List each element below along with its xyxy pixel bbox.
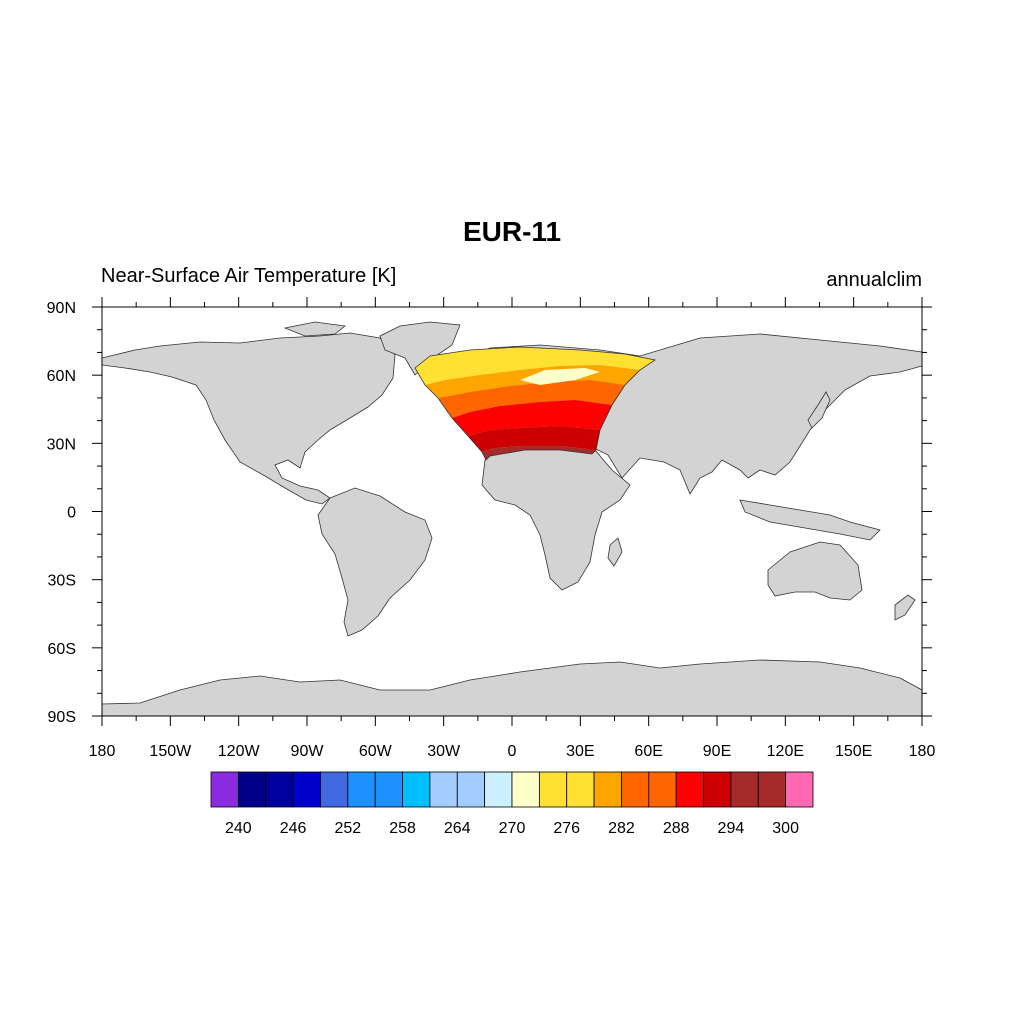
lon-tick-label: 30W — [427, 743, 461, 760]
eur11-domain — [414, 346, 657, 461]
domain-cold-patch — [520, 368, 600, 385]
land-new-zealand — [894, 594, 916, 621]
colorbar-swatch — [621, 771, 650, 808]
colorbar-swatch — [402, 771, 431, 808]
lon-tick-label: 120W — [218, 743, 261, 760]
colorbar-label: 240 — [225, 820, 252, 837]
lon-tick-label: 150W — [149, 743, 192, 760]
lon-tick-label: 180 — [89, 743, 116, 760]
colorbar-swatch — [675, 771, 704, 808]
colorbar-swatch — [347, 771, 376, 808]
lat-tick-label: 60N — [47, 368, 76, 385]
domain-outline — [414, 346, 657, 461]
colorbar-swatch — [484, 771, 513, 808]
colorbar-label: 252 — [334, 820, 361, 837]
map-plot-area: 180 150W 120W 90W 60W 30W 0 30E 60E 90E 120E 150E 18… — [47, 297, 936, 760]
colorbar-label: 282 — [608, 820, 635, 837]
lon-tick-label: 120E — [767, 743, 804, 760]
lat-tick-label: 90N — [47, 300, 76, 317]
lat-tick-label: 60S — [48, 641, 76, 658]
lon-tick-label: 180 — [909, 743, 936, 760]
land-south-america — [317, 487, 433, 637]
colorbar-swatch — [593, 771, 622, 808]
longitude-ticks: 180 150W 120W 90W 60W 30W 0 30E 60E 90E 120E 150E 18… — [89, 297, 936, 760]
land-arctic-islands — [283, 321, 346, 337]
land-antarctica — [102, 659, 922, 716]
latitude-ticks: 90N 60N 30N 0 30S 60S 90S — [47, 300, 932, 726]
colorbar-swatch — [648, 771, 677, 808]
domain-band-1 — [415, 347, 655, 385]
lon-tick-label: 90E — [703, 743, 731, 760]
colorbar-swatch — [237, 771, 267, 808]
colorbar-label: 276 — [553, 820, 580, 837]
colorbar-swatch — [374, 771, 403, 808]
colorbar-label: 300 — [772, 820, 799, 837]
colorbar-swatch — [757, 771, 787, 808]
colorbar-swatch — [566, 771, 595, 808]
lon-tick-label: 90W — [291, 743, 325, 760]
land-australia — [767, 541, 863, 601]
colorbar-swatch — [511, 771, 540, 808]
colorbar-swatch — [320, 771, 349, 808]
colorbar-swatch — [538, 771, 568, 808]
domain-band-4 — [452, 400, 612, 436]
left-subtitle: Near-Surface Air Temperature [K] — [101, 265, 396, 287]
lon-tick-label: 0 — [508, 743, 517, 760]
map-title: EUR-11 — [463, 216, 561, 247]
colorbar-swatch — [456, 771, 486, 808]
colorbar-label: 264 — [444, 820, 471, 837]
lon-tick-label: 150E — [835, 743, 872, 760]
domain-band-6 — [482, 446, 596, 460]
land-madagascar — [607, 537, 623, 567]
colorbar-swatch — [210, 771, 239, 808]
colorbar-swatch — [429, 771, 458, 808]
colorbar-swatch — [292, 771, 321, 808]
lon-tick-label: 60W — [359, 743, 393, 760]
colorbar-label: 270 — [499, 820, 526, 837]
colorbar-swatch — [265, 771, 294, 808]
right-subtitle: annualclim — [826, 269, 922, 291]
land-greenland — [379, 321, 461, 376]
lat-tick-label: 30N — [47, 436, 76, 453]
colorbar-swatch — [785, 771, 814, 808]
colorbar-label: 246 — [280, 820, 307, 837]
lat-tick-label: 30S — [48, 573, 76, 590]
land-japan — [807, 391, 831, 429]
lon-tick-label: 30E — [566, 743, 594, 760]
lat-tick-label: 0 — [67, 505, 76, 522]
land-north-america — [102, 332, 396, 505]
colorbar-label: 294 — [718, 820, 745, 837]
colorbar: 240 246 252 258 264 270 276 282 288 294 300 — [210, 771, 814, 837]
land-maritime-asia — [739, 499, 881, 541]
colorbar-label: 258 — [389, 820, 416, 837]
colorbar-swatch — [703, 771, 732, 808]
colorbar-label: 288 — [663, 820, 690, 837]
lon-tick-label: 60E — [634, 743, 662, 760]
domain-band-3 — [438, 380, 625, 418]
colorbar-swatch — [730, 771, 759, 808]
lat-tick-label: 90S — [48, 709, 76, 726]
domain-band-5 — [468, 426, 600, 452]
